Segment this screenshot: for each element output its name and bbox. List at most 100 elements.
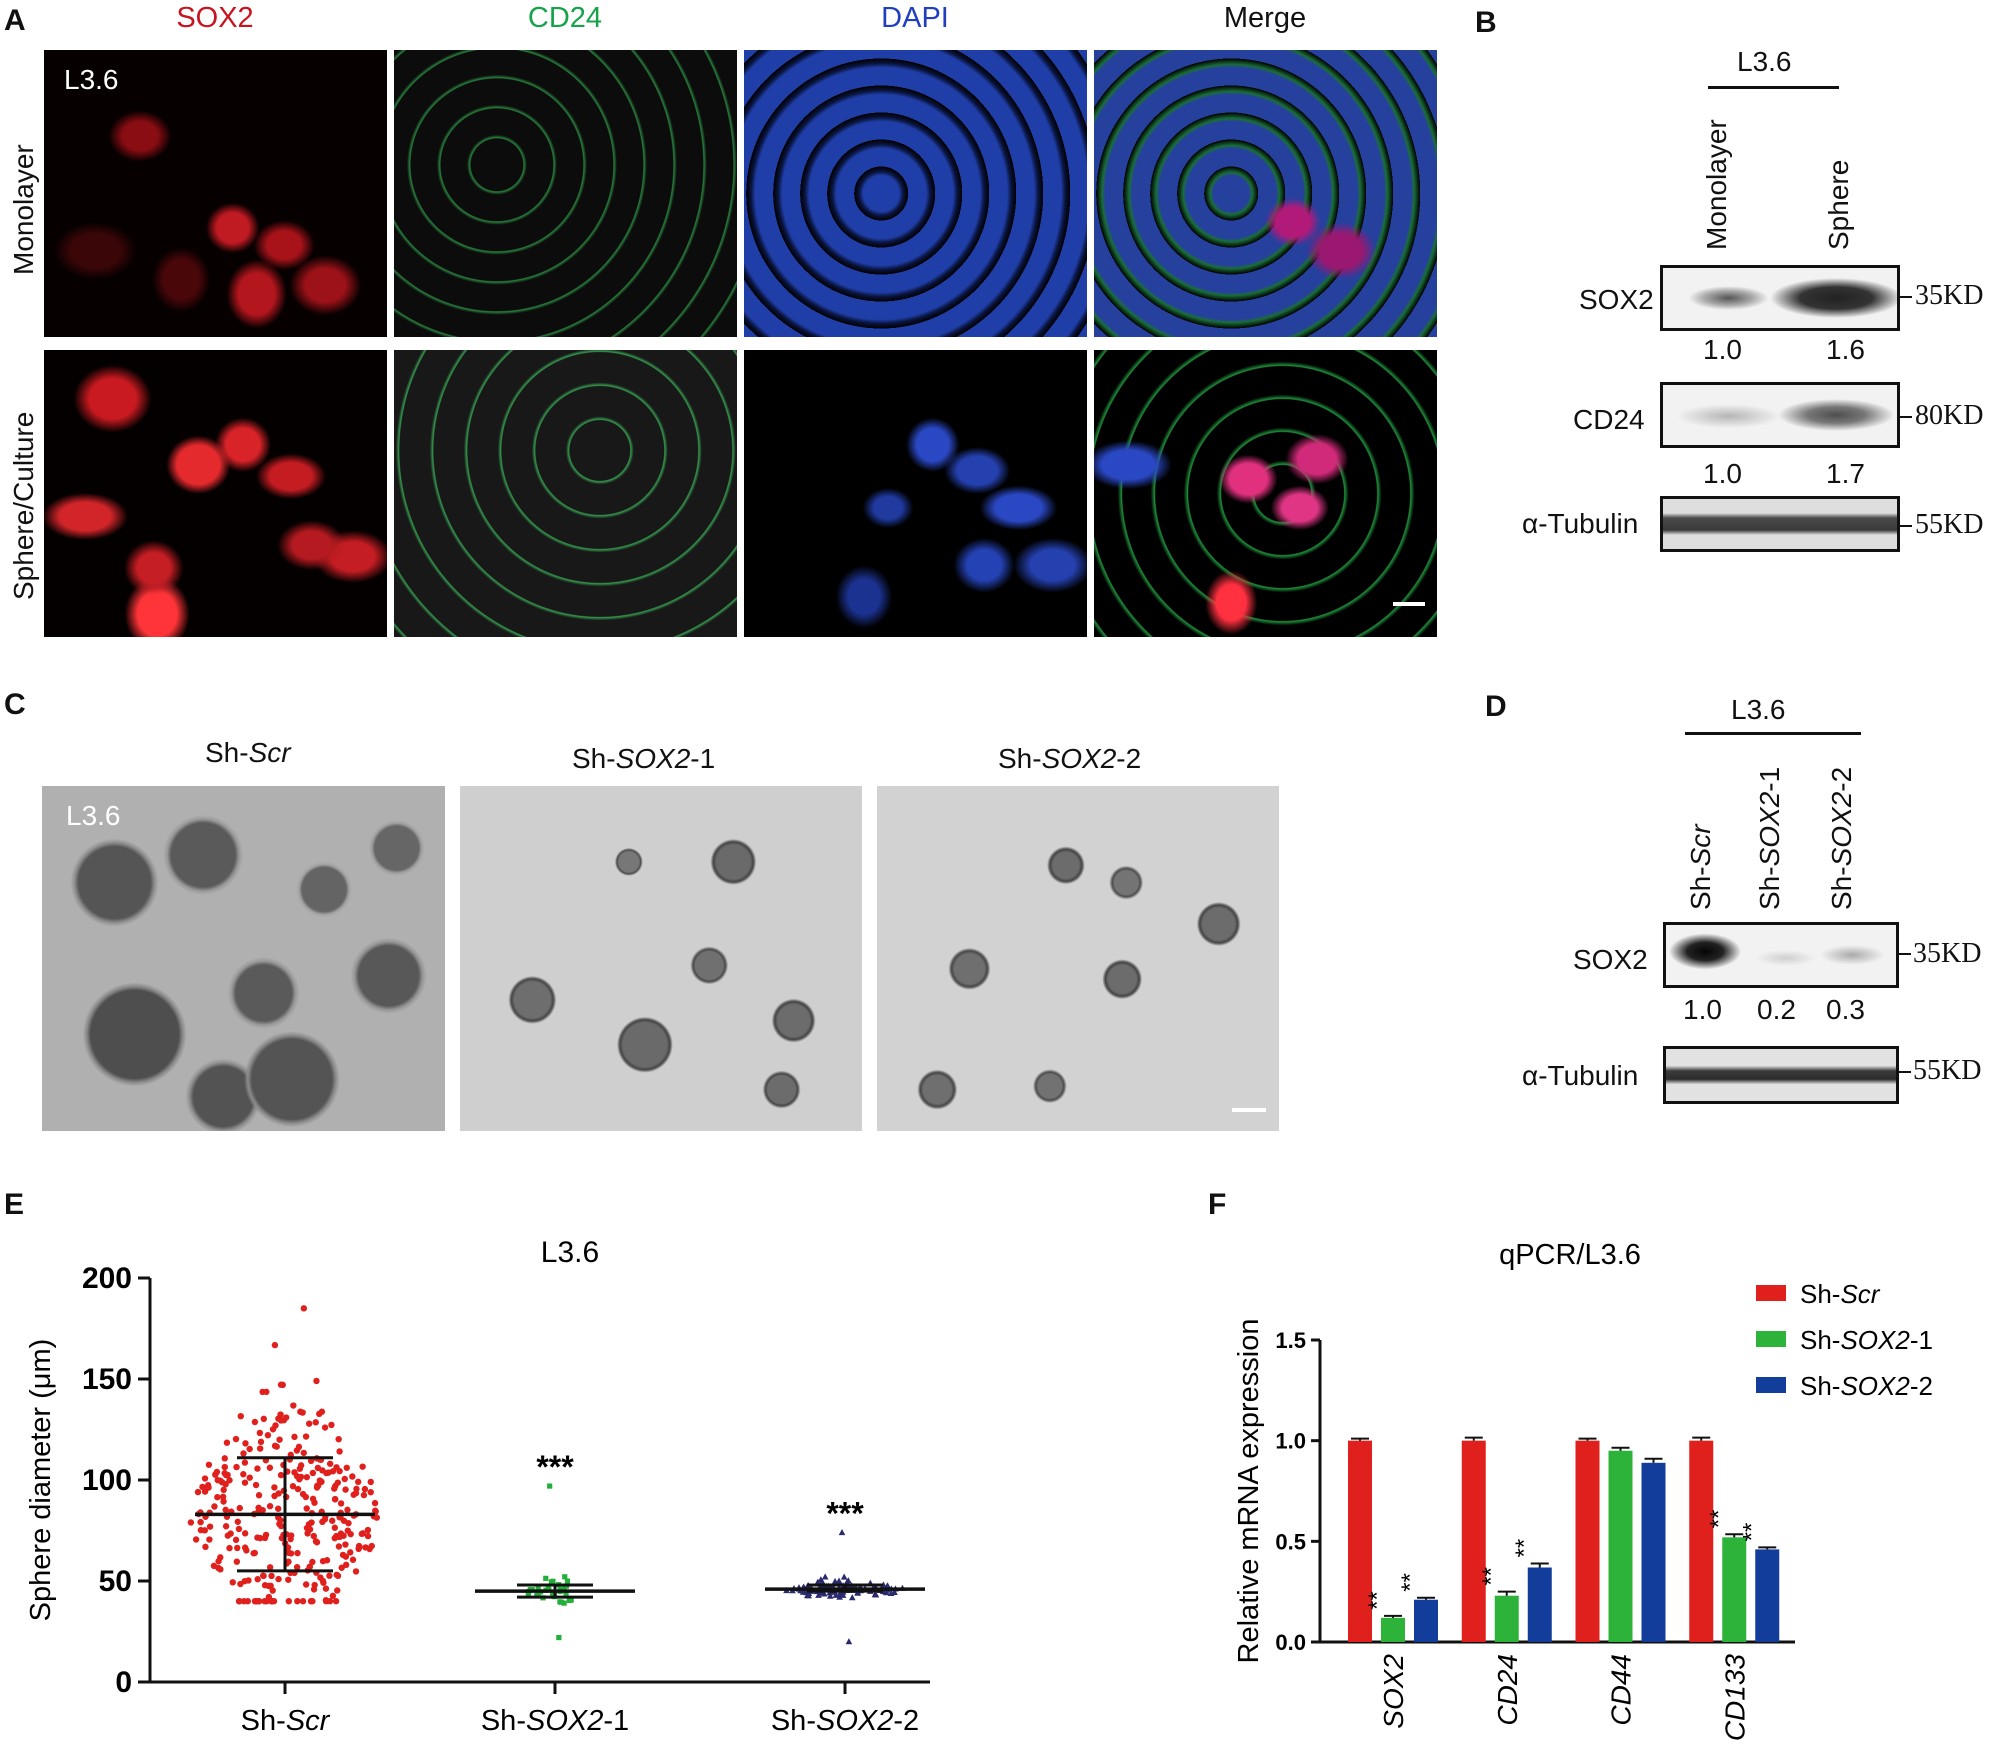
- chart-e-point: [266, 1564, 274, 1571]
- chart-e-point: [271, 1442, 279, 1450]
- chart-e-point: [349, 1473, 356, 1480]
- chart-e-point: [267, 1582, 274, 1590]
- label-part: Sh-: [1800, 1279, 1840, 1309]
- chart-f-legend-label: Sh-Scr: [1800, 1279, 1881, 1309]
- kd-label-sox2-b: 35KD: [1915, 280, 1984, 311]
- chart-e-point: [260, 1415, 267, 1423]
- chart-e-point: [826, 1592, 834, 1599]
- quant-cd24-sphere: 1.7: [1826, 458, 1865, 489]
- chart-e-point: [201, 1475, 209, 1482]
- chart-f-significance: **: [1397, 1573, 1424, 1592]
- chart-e-point: [232, 1435, 240, 1443]
- condition-label-c-2: Sh-SOX2-1: [572, 743, 716, 774]
- chart-e-point: [261, 1582, 269, 1589]
- chart-e-point: [318, 1478, 325, 1486]
- chart-e-ytick-label: 50: [99, 1565, 132, 1598]
- chart-e-point: [257, 1534, 264, 1542]
- chart-e-point: [887, 1589, 895, 1596]
- panel-letter-c: C: [4, 688, 26, 721]
- chart-e-point: [206, 1536, 213, 1543]
- chart-e-point: [297, 1462, 305, 1469]
- label-part: Sh-: [771, 1705, 816, 1737]
- chart-e-point: [263, 1388, 270, 1396]
- chart-e-point: [224, 1532, 232, 1539]
- chart-e-point: [310, 1532, 317, 1540]
- chart-e-point: [244, 1598, 251, 1605]
- chart-e-point: [291, 1433, 298, 1441]
- kd-label-sox2-d: 35KD: [1913, 938, 1982, 969]
- chart-e-point: [316, 1410, 323, 1418]
- quant-sox2-sphere: 1.6: [1826, 334, 1865, 365]
- chart-e-point: [266, 1464, 274, 1471]
- cell-line-label-a: L3.6: [64, 64, 119, 95]
- kd-tick-tubulin-b: [1900, 525, 1912, 527]
- band-label-cd24-b: CD24: [1573, 404, 1645, 435]
- scale-bar-a: [1393, 602, 1425, 606]
- chart-e-point: [222, 1506, 229, 1514]
- chart-e-point: [331, 1534, 338, 1542]
- chart-e-point: [342, 1561, 350, 1569]
- chart-e-point: [305, 1420, 313, 1427]
- kd-label-tubulin-d: 55KD: [1913, 1055, 1982, 1086]
- chart-f-significance: **: [1705, 1510, 1732, 1529]
- chart-f-bar: [1722, 1537, 1747, 1642]
- chart-e-point: [260, 1572, 267, 1580]
- label-part: Sh-: [481, 1705, 526, 1737]
- chart-e-point: [226, 1477, 233, 1484]
- chart-e-point: [277, 1381, 285, 1388]
- chart-e-point: [293, 1447, 301, 1454]
- chart-e-point: [302, 1581, 310, 1588]
- chart-e-group-label: Sh-SOX2-2: [771, 1705, 919, 1737]
- chart-e-point: [821, 1573, 829, 1580]
- label-part: SOX2: [1840, 1371, 1910, 1401]
- chart-e-ytick-label: 0: [115, 1666, 132, 1699]
- chart-e-point: [368, 1542, 375, 1550]
- chart-e-point: [550, 1578, 556, 1584]
- lane-label-sh-sox2-1-d: Sh-SOX2-1: [1754, 766, 1785, 910]
- chart-e-point: [331, 1524, 339, 1531]
- chart-e-point: [347, 1530, 354, 1538]
- chart-e-point: [335, 1543, 343, 1550]
- chart-e-point: [294, 1485, 302, 1493]
- chart-e-ylabel: Sphere diameter (μm): [25, 1339, 57, 1622]
- chart-e-point: [224, 1471, 231, 1479]
- chart-f-ytick-label: 0.5: [1275, 1529, 1306, 1554]
- chart-f-bar: [1755, 1549, 1780, 1642]
- chart-e-point: [326, 1598, 334, 1605]
- micrograph-sh-sox2-1: [460, 786, 862, 1131]
- channel-label-dapi: DAPI: [881, 2, 949, 34]
- chart-e-point: [251, 1418, 259, 1426]
- band-label-tubulin-d: α-Tubulin: [1522, 1060, 1639, 1091]
- chart-e-point: [313, 1484, 321, 1491]
- chart-f-bar: [1641, 1462, 1666, 1642]
- chart-e-point: [309, 1558, 316, 1566]
- chart-e-point: [246, 1445, 253, 1453]
- chart-f-category-label: CD44: [1606, 1654, 1637, 1726]
- chart-e-point: [364, 1532, 372, 1540]
- chart-e-point: [226, 1544, 233, 1552]
- chart-e-point: [848, 1594, 856, 1601]
- kd-label-cd24-b: 80KD: [1915, 400, 1984, 431]
- chart-e-point: [187, 1519, 195, 1526]
- chart-e-point: [300, 1449, 307, 1457]
- chart-e-point: [843, 1578, 851, 1585]
- chart-e-point: [344, 1506, 351, 1514]
- cell-line-label-b: L3.6: [1737, 46, 1792, 77]
- band-label-tubulin-b: α-Tubulin: [1522, 508, 1639, 539]
- cell-line-label-d: L3.6: [1731, 694, 1786, 725]
- chart-e-point: [558, 1599, 564, 1605]
- chart-e-point: [237, 1412, 244, 1420]
- chart-e-point: [321, 1424, 329, 1431]
- chart-e-point: [364, 1526, 372, 1534]
- chart-e-point: [234, 1544, 241, 1552]
- chart-f-significance: **: [1364, 1591, 1391, 1610]
- chart-e-point: [367, 1478, 374, 1486]
- chart-f-category-label: CD133: [1719, 1654, 1750, 1742]
- chart-e-point: [307, 1457, 315, 1465]
- chart-e-point: [884, 1582, 891, 1589]
- chart-e-point: [303, 1524, 311, 1532]
- chart-e-point: [336, 1448, 343, 1455]
- chart-e-point: [252, 1481, 260, 1489]
- chart-e-point: [334, 1587, 341, 1594]
- chart-e-point: [255, 1492, 263, 1499]
